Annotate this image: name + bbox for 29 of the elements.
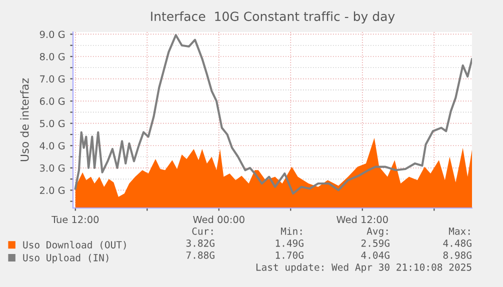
text: Cur:	[192, 227, 213, 235]
y-tick-label: 3.0 G	[40, 164, 65, 172]
text: 4.48G	[443, 239, 472, 247]
text: 3.82G	[186, 239, 214, 247]
text: 7.88G	[186, 251, 214, 259]
text: Max:	[448, 228, 470, 235]
y-tick-label: 6.0 G	[40, 98, 65, 105]
text: 4.04G	[361, 251, 390, 259]
y-tick-label: 2.0 G	[40, 186, 65, 194]
y-tick-label: 5.0 G	[40, 120, 65, 128]
text: Last update: Wed Apr 30 21:10:08 2025	[256, 263, 472, 273]
text: 1.49G	[276, 239, 304, 247]
y-tick-label: 7.0 G	[40, 75, 65, 83]
x-tick-label: Wed 00:00	[193, 216, 244, 224]
text: Min:	[280, 227, 302, 235]
legend-label: Uso Download (OUT)	[23, 240, 126, 250]
legend-label: Uso Upload (IN)	[23, 254, 108, 264]
y-tick-label: 4.0 G	[40, 142, 65, 150]
line-series	[74, 34, 472, 195]
text: Avg:	[366, 228, 388, 237]
y-tick-label: 9.0 G	[40, 30, 65, 38]
y-axis-title: Uso de interfaz	[20, 78, 29, 162]
x-tick-label: Tue 12:00	[52, 216, 99, 224]
text: 8.98G	[443, 251, 472, 259]
text: 1.70G	[276, 251, 304, 259]
chart-title: Interface 10G Constant traffic - by day	[151, 11, 395, 24]
x-tick-label: Wed 12:00	[336, 216, 388, 224]
text: 2.59G	[361, 239, 390, 247]
y-tick-label: 8.0 G	[40, 52, 65, 60]
